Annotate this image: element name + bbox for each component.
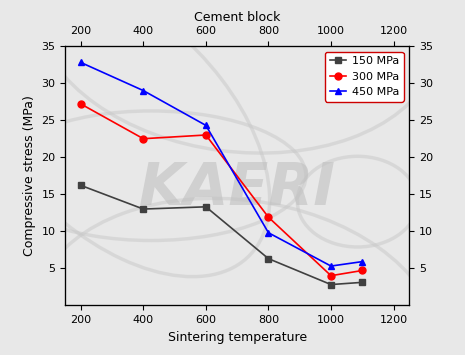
Y-axis label: Compressive stress (MPa): Compressive stress (MPa) xyxy=(23,95,36,256)
300 MPa xyxy=(328,274,334,278)
450 MPa xyxy=(266,231,271,235)
Line: 450 MPa: 450 MPa xyxy=(77,59,366,269)
150 MPa xyxy=(359,280,365,284)
Text: KAERI: KAERI xyxy=(139,160,336,217)
Legend: 150 MPa, 300 MPa, 450 MPa: 150 MPa, 300 MPa, 450 MPa xyxy=(325,52,404,102)
150 MPa xyxy=(266,257,271,261)
150 MPa xyxy=(78,183,84,187)
300 MPa xyxy=(266,215,271,219)
300 MPa xyxy=(359,268,365,273)
300 MPa xyxy=(140,137,146,141)
X-axis label: Cement block: Cement block xyxy=(194,11,280,24)
150 MPa xyxy=(203,205,209,209)
Line: 300 MPa: 300 MPa xyxy=(77,100,366,279)
X-axis label: Sintering temperature: Sintering temperature xyxy=(167,331,307,344)
150 MPa xyxy=(328,283,334,287)
450 MPa xyxy=(78,60,84,65)
450 MPa xyxy=(328,264,334,268)
450 MPa xyxy=(203,123,209,127)
300 MPa xyxy=(203,133,209,137)
450 MPa xyxy=(359,260,365,264)
150 MPa xyxy=(140,207,146,211)
300 MPa xyxy=(78,102,84,106)
Line: 150 MPa: 150 MPa xyxy=(77,182,366,288)
450 MPa xyxy=(140,88,146,93)
